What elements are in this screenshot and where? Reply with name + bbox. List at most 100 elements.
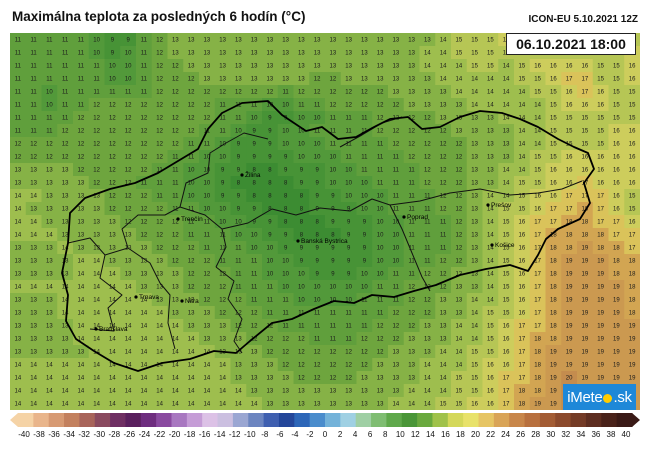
scale-tick-label: 32: [561, 430, 571, 439]
temp-value: 12: [62, 129, 69, 135]
temp-value: 13: [471, 285, 478, 291]
temp-cell: [451, 98, 468, 112]
temp-cell: [230, 280, 247, 294]
temp-cell: [151, 254, 169, 268]
temp-cell: [167, 306, 184, 320]
temp-cell: [10, 280, 27, 294]
temp-cell: [419, 72, 436, 86]
temp-value: 13: [408, 103, 415, 109]
temp-cell: [388, 150, 405, 164]
temp-value: 15: [550, 116, 557, 122]
temp-cell: [25, 72, 43, 86]
temp-cell: [624, 241, 640, 255]
temp-value: 11: [330, 116, 337, 122]
temp-value: 13: [424, 103, 431, 109]
temp-value: 15: [456, 51, 463, 57]
temp-value: 13: [361, 402, 368, 408]
temp-cell: [592, 254, 610, 268]
temp-cell: [498, 319, 515, 333]
temp-value: 17: [534, 233, 541, 239]
temp-cell: [561, 202, 578, 216]
temp-cell: [25, 46, 43, 60]
temp-cell: [608, 124, 625, 138]
temp-value: 12: [440, 259, 447, 265]
temp-value: 13: [440, 90, 447, 96]
temp-cell: [561, 345, 578, 359]
temp-cell: [403, 306, 421, 320]
temp-cell: [41, 189, 58, 203]
temp-cell: [529, 176, 547, 190]
temp-cell: [403, 111, 421, 125]
temp-cell: [309, 33, 326, 47]
temp-value: 13: [204, 64, 211, 70]
temp-value: 12: [314, 376, 321, 382]
temp-value: 11: [46, 129, 53, 135]
temp-cell: [41, 280, 58, 294]
temp-value: 13: [30, 246, 37, 252]
temp-value: 14: [503, 181, 510, 187]
temp-cell: [10, 319, 27, 333]
temp-cell: [466, 215, 484, 229]
temp-cell: [451, 137, 468, 151]
temp-value: 19: [582, 246, 589, 252]
temp-value: 13: [30, 324, 37, 330]
temp-cell: [10, 163, 27, 177]
temp-cell: [57, 85, 74, 99]
temp-cell: [309, 59, 326, 73]
temp-cell: [592, 59, 610, 73]
temp-value: 19: [582, 311, 589, 317]
temp-cell: [293, 85, 310, 99]
temp-value: 14: [503, 116, 510, 122]
temp-value: 13: [361, 389, 368, 395]
temp-value: 14: [15, 220, 22, 226]
temp-cell: [136, 189, 153, 203]
temp-cell: [372, 215, 389, 229]
temp-cell: [151, 46, 169, 60]
temp-value: 12: [377, 350, 384, 356]
temp-cell: [120, 215, 137, 229]
temp-cell: [545, 358, 562, 372]
temp-cell: [120, 306, 137, 320]
temp-value: 15: [597, 142, 604, 148]
temp-cell: [514, 228, 531, 242]
temp-value: 11: [267, 311, 274, 317]
temp-value: 13: [46, 350, 53, 356]
temp-cell: [577, 111, 594, 125]
temp-cell: [136, 111, 153, 125]
temp-value: 17: [534, 285, 541, 291]
temp-value: 14: [172, 376, 179, 382]
temp-value: 11: [204, 142, 211, 148]
temp-cell: [466, 254, 484, 268]
temp-cell: [136, 293, 153, 307]
temp-value: 14: [93, 363, 100, 369]
temp-cell: [293, 150, 310, 164]
scale-tick-label: -10: [244, 430, 256, 439]
temp-cell: [277, 189, 295, 203]
imeteo-logo[interactable]: iMete .sk: [563, 384, 636, 410]
temp-value: 12: [188, 259, 195, 265]
temp-cell: [592, 176, 610, 190]
temp-cell: [10, 111, 27, 125]
temp-cell: [262, 267, 279, 281]
temp-cell: [88, 215, 106, 229]
temp-cell: [624, 358, 640, 372]
temp-cell: [246, 293, 263, 307]
temp-cell: [309, 358, 326, 372]
temp-cell: [466, 176, 484, 190]
temp-value: 19: [566, 272, 573, 278]
temp-value: 10: [298, 285, 305, 291]
temp-cell: [10, 306, 27, 320]
temp-cell: [230, 254, 247, 268]
temp-cell: [230, 111, 247, 125]
temp-value: 19: [597, 298, 604, 304]
temp-value: 13: [471, 142, 478, 148]
temp-cell: [230, 150, 247, 164]
temp-value: 12: [109, 207, 116, 213]
temp-value: 13: [345, 77, 352, 83]
temp-value: 19: [566, 298, 573, 304]
temp-value: 13: [471, 168, 478, 174]
temp-value: 14: [487, 272, 494, 278]
temp-cell: [435, 202, 452, 216]
temp-value: 14: [440, 376, 447, 382]
temp-cell: [419, 137, 436, 151]
